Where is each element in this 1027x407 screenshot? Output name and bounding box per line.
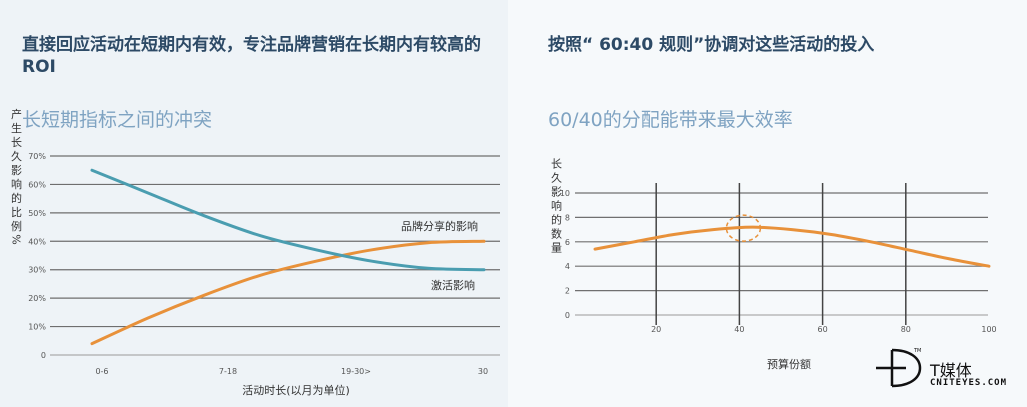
y-tick-label: 50% <box>28 209 46 218</box>
x-axis-title: 活动时长(以月为单位) <box>242 383 350 397</box>
y-tick-label: 30% <box>28 266 46 275</box>
series-line-1 <box>90 168 486 272</box>
x-tick-label: 0-6 <box>95 367 108 376</box>
series-label: 激活影响 <box>431 278 475 292</box>
series-label: 品牌分享的影响 <box>401 219 478 233</box>
y-axis-title: 长久影响的数量 <box>550 158 563 256</box>
y-tick-label: 4 <box>565 262 570 271</box>
y-tick-label: 8 <box>565 213 570 222</box>
x-tick-label: 20 <box>651 325 661 334</box>
brand-domain: CNITEYES.COM <box>930 378 1008 388</box>
y-tick-label: 0 <box>41 351 46 360</box>
brand-name: T媒体 <box>930 361 972 380</box>
optimum-highlight <box>725 214 762 242</box>
x-tick-label: 30 <box>478 367 488 376</box>
x-tick-label: 80 <box>901 325 911 334</box>
brand-mark-icon: TM <box>876 348 921 388</box>
right-panel: 按照“ 60:40 规则”协调对这些活动的投入 60/40的分配能带来最大效率 <box>508 0 1027 407</box>
y-tick-label: 70% <box>28 152 46 161</box>
series-line <box>593 225 991 268</box>
y-tick-label: 20% <box>28 294 46 303</box>
x-tick-label: 100 <box>981 325 996 334</box>
svg-text:TM: TM <box>913 348 921 354</box>
series-line-0 <box>90 239 486 346</box>
x-tick-label: 7-18 <box>219 367 237 376</box>
left-panel: 直接回应活动在短期内有效，专注品牌营销在长期内有较高的 ROI 长短期指标之间的… <box>0 0 508 407</box>
x-tick-label: 19-30> <box>341 367 371 376</box>
y-tick-label: 6 <box>565 238 570 247</box>
y-tick-label: 10% <box>28 323 46 332</box>
x-tick-label: 40 <box>734 325 744 334</box>
y-tick-label: 0 <box>565 311 570 320</box>
y-tick-label: 2 <box>565 287 570 296</box>
right-headline: 按照“ 60:40 规则”协调对这些活动的投入 <box>548 35 875 55</box>
left-subhead: 长短期指标之间的冲突 <box>22 109 213 131</box>
y-axis-title: 产生长久影响的比例% <box>10 107 23 248</box>
y-tick-label: 40% <box>28 237 46 246</box>
left-headline: 直接回应活动在短期内有效，专注品牌营销在长期内有较高的 ROI <box>22 35 481 77</box>
x-tick-label: 60 <box>818 325 828 334</box>
y-tick-label: 10 <box>560 189 570 198</box>
brand-logo: TM T媒体 CNITEYES.COM <box>876 346 1026 396</box>
y-tick-label: 60% <box>28 180 46 189</box>
right-subhead: 60/40的分配能带来最大效率 <box>548 109 793 131</box>
x-axis-title: 预算份额 <box>767 357 811 371</box>
